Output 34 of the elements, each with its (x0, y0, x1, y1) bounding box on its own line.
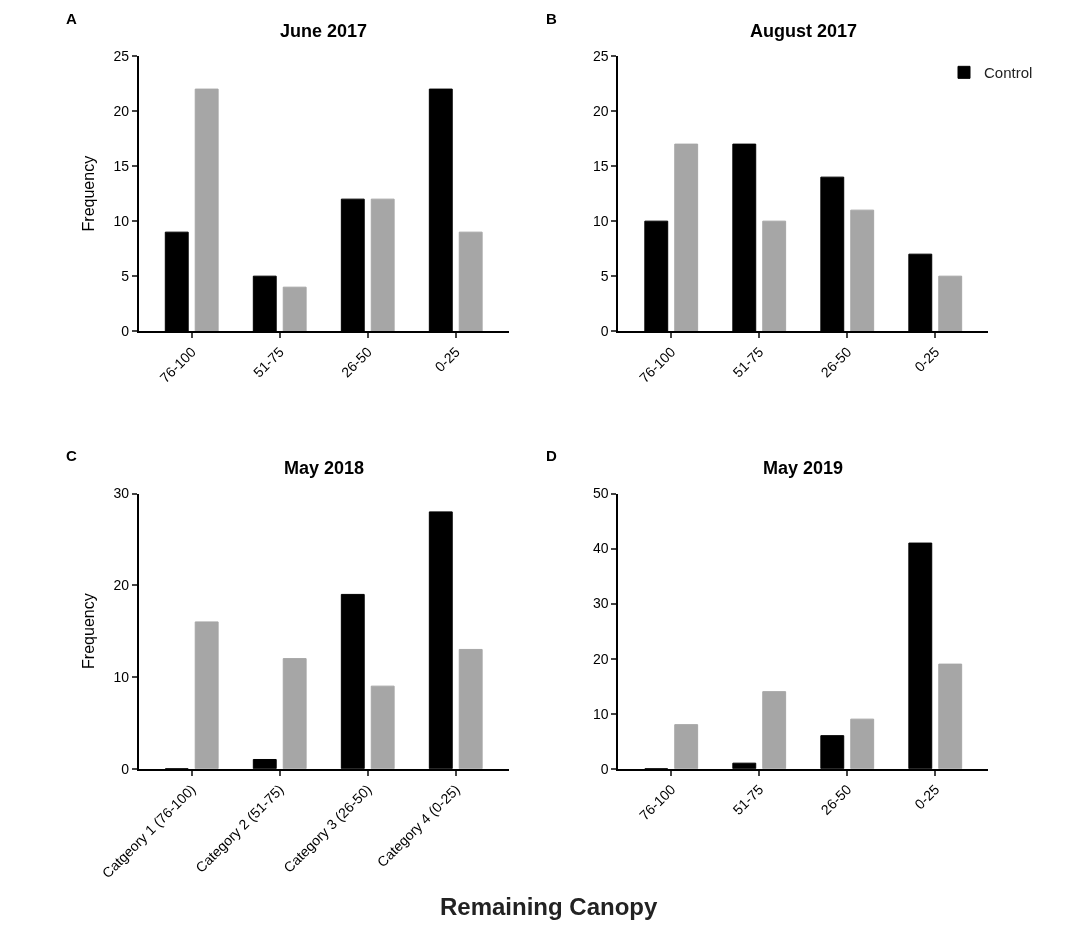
x-axis-title: Remaining Canopy (440, 893, 659, 920)
chart-title: August 2017 (750, 21, 858, 41)
chart-title: May 2019 (763, 458, 844, 478)
text: C (66, 447, 77, 464)
y-axis-title: Frequency (79, 593, 97, 669)
chart-title: May 2018 (284, 458, 365, 478)
y-tick-label: 30 (593, 595, 609, 612)
y-tick-label: 50 (593, 485, 609, 502)
y-tick-label: 0 (121, 760, 130, 777)
text: A (66, 10, 77, 27)
y-tick-label: 0 (121, 323, 130, 340)
y-axis-title: Frequency (79, 155, 97, 232)
y-tick-label: 10 (113, 213, 130, 230)
y-tick-label: 25 (593, 47, 609, 64)
chart-title: June 2017 (280, 21, 368, 41)
y-tick-label: 20 (593, 103, 609, 119)
y-tick-label: 20 (113, 103, 130, 119)
text: B (546, 10, 557, 27)
y-tick-label: 40 (593, 540, 609, 557)
y-tick-label: 30 (113, 485, 130, 502)
y-tick-label: 0 (600, 760, 609, 777)
y-tick-label: 5 (121, 268, 130, 285)
y-tick-label: 5 (600, 268, 609, 285)
y-tick-label: 10 (593, 705, 609, 722)
y-tick-label: 10 (113, 668, 130, 685)
y-tick-label: 20 (593, 650, 609, 667)
y-tick-label: 15 (593, 158, 609, 175)
y-tick-label: 25 (113, 47, 130, 64)
y-tick-label: 0 (600, 323, 609, 340)
y-tick-label: 15 (113, 158, 130, 175)
legend-label: Control (984, 64, 1033, 82)
y-tick-label: 10 (593, 213, 609, 230)
y-tick-label: 20 (113, 577, 130, 594)
text: D (546, 447, 557, 464)
